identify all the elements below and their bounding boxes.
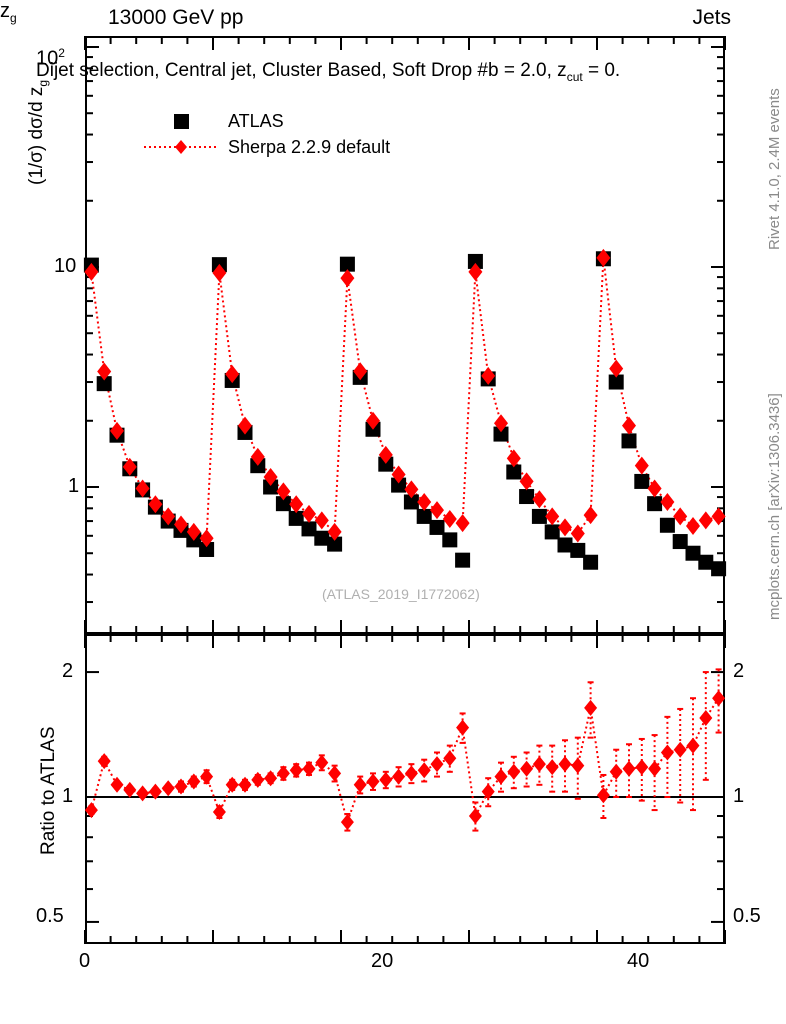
legend-entry-sherpa: Sherpa 2.2.9 default — [142, 134, 390, 160]
y-tick-100-exponent: 2 — [58, 46, 65, 60]
plot-title-after: = 0. — [582, 60, 621, 81]
legend-label-atlas: ATLAS — [228, 110, 284, 131]
x-tick-label-40: 40 — [627, 950, 650, 972]
y-tick-label-100: 102 — [36, 46, 65, 71]
y-axis-label-main-text: (1/σ) dσ/d z — [26, 86, 47, 185]
y-axis-label-ratio: Ratio to ATLAS — [38, 726, 59, 856]
x-tick-label-0: 0 — [79, 950, 91, 972]
legend-marker-diamond-icon — [142, 137, 220, 157]
ratio-y-tick-label-05-left: 0.5 — [36, 905, 64, 927]
y-tick-100-mantissa: 10 — [36, 47, 59, 70]
ratio-y-tick-label-1-left: 1 — [62, 785, 74, 807]
plot-title-subscript: cut — [566, 69, 583, 84]
legend-marker-square-icon — [142, 113, 220, 129]
ratio-y-tick-label-1-right: 1 — [733, 785, 745, 807]
ratio-y-tick-label-2-right: 2 — [733, 660, 745, 682]
y-tick-label-1: 1 — [68, 475, 80, 497]
main-plot-panel — [85, 36, 725, 634]
analysis-watermark: (ATLAS_2019_I1772062) — [322, 586, 480, 602]
header-beam-label: 13000 GeV pp — [108, 6, 244, 29]
y-axis-label-main-sub: g — [35, 79, 50, 87]
ratio-plot-panel — [85, 634, 725, 944]
side-label-rivet: Rivet 4.1.0, 2.4M events — [766, 88, 783, 250]
side-label-mcplots: mcplots.cern.ch [arXiv:1306.3436] — [766, 393, 783, 620]
y-tick-label-10: 10 — [54, 255, 77, 277]
header-category-label: Jets — [692, 6, 731, 29]
x-tick-label-20: 20 — [371, 950, 394, 972]
legend-label-sherpa: Sherpa 2.2.9 default — [228, 136, 391, 157]
legend-entry-atlas: ATLAS — [142, 108, 390, 134]
x-axis-title-sub: g — [10, 11, 17, 25]
plot-title: Dijet selection, Central jet, Cluster Ba… — [36, 60, 620, 84]
x-axis-title-text: z — [0, 0, 10, 22]
x-axis-title: zg — [0, 0, 786, 25]
ratio-y-tick-label-2-left: 2 — [62, 660, 74, 682]
y-axis-label-main: (1/σ) dσ/d zg — [26, 80, 50, 185]
plot-title-before: Dijet selection, Central jet, Cluster Ba… — [36, 60, 567, 81]
legend: ATLAS Sherpa 2.2.9 default — [142, 108, 390, 160]
ratio-y-tick-label-05-right: 0.5 — [733, 905, 761, 927]
